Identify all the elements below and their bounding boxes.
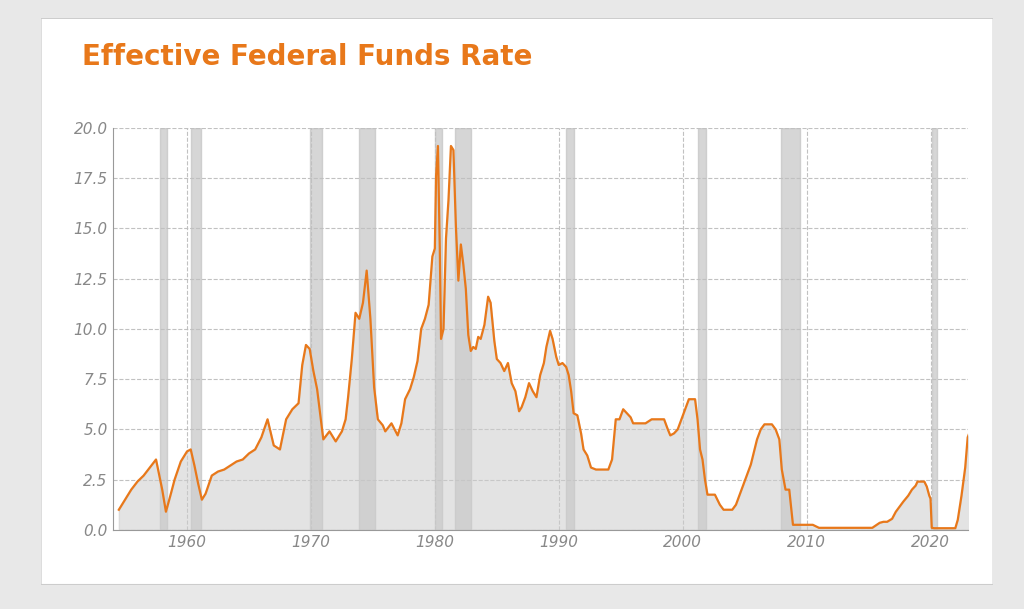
Bar xyxy=(190,128,201,530)
Bar xyxy=(435,128,442,530)
Bar xyxy=(566,128,573,530)
Bar xyxy=(309,128,323,530)
Bar xyxy=(697,128,707,530)
Bar xyxy=(455,128,471,530)
Text: Effective Federal Funds Rate: Effective Federal Funds Rate xyxy=(82,43,532,71)
FancyBboxPatch shape xyxy=(41,18,993,585)
Bar xyxy=(780,128,801,530)
Bar xyxy=(359,128,376,530)
Bar xyxy=(160,128,167,530)
Bar xyxy=(932,128,937,530)
